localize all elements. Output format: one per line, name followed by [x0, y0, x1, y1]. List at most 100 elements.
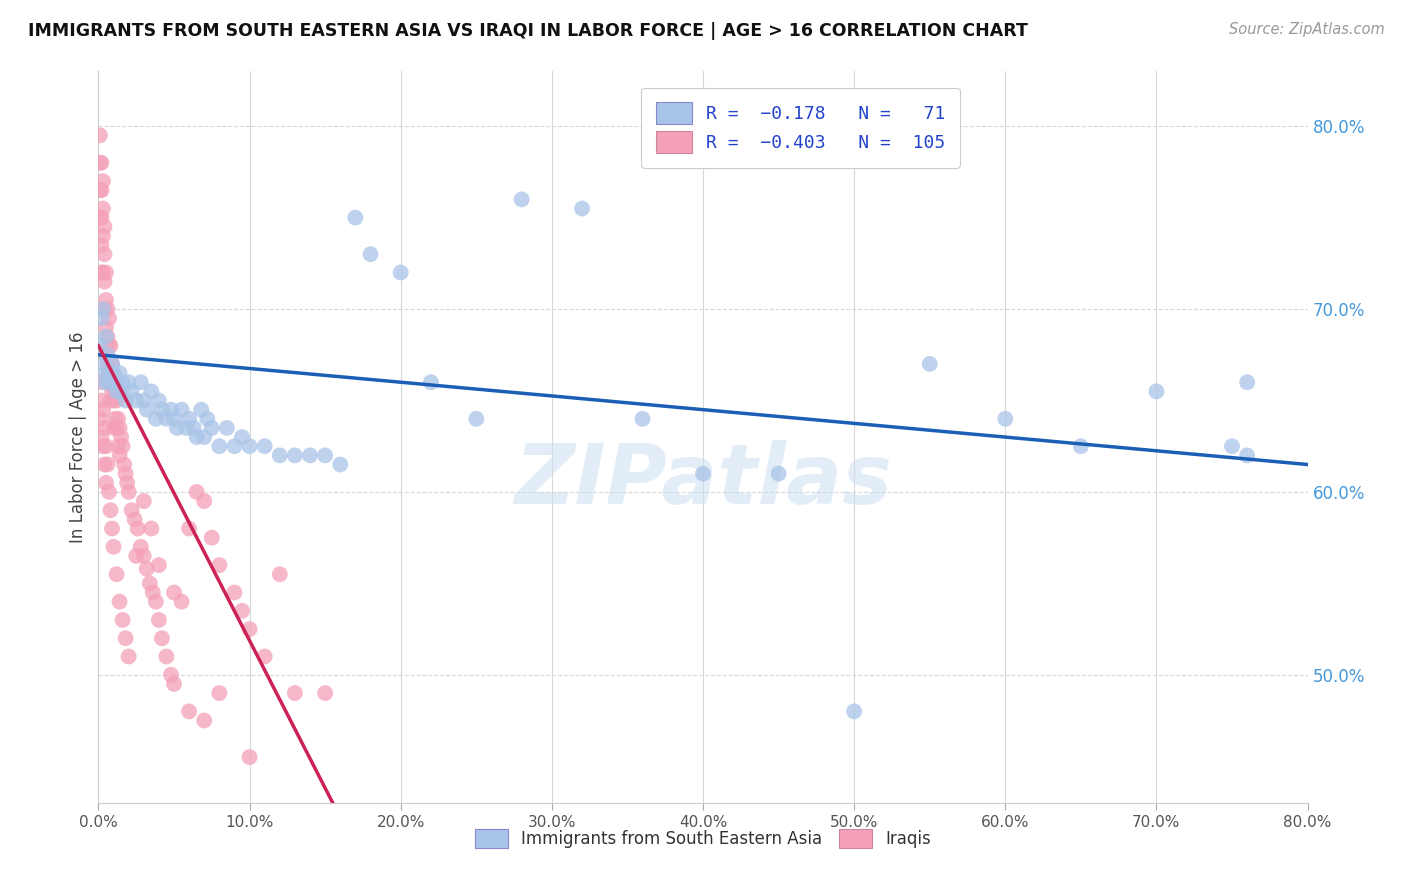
Point — [101, 522, 124, 536]
Point — [239, 439, 262, 453]
Point — [107, 412, 129, 426]
Point — [139, 576, 162, 591]
Point — [183, 421, 205, 435]
Point — [100, 366, 122, 380]
Point — [96, 458, 118, 472]
Point — [89, 183, 111, 197]
Point — [91, 439, 114, 453]
Text: ZIPatlas: ZIPatlas — [515, 441, 891, 522]
Point — [100, 338, 122, 352]
Point — [114, 467, 136, 481]
Point — [111, 439, 134, 453]
Legend: Immigrants from South Eastern Asia, Iraqis: Immigrants from South Eastern Asia, Iraq… — [467, 821, 939, 856]
Point — [239, 750, 262, 764]
Point — [145, 412, 167, 426]
Point — [224, 585, 246, 599]
Point — [90, 393, 112, 408]
Point — [89, 155, 111, 169]
Point — [105, 384, 128, 399]
Point — [105, 393, 128, 408]
Point — [93, 302, 115, 317]
Point — [150, 402, 173, 417]
Point — [994, 412, 1017, 426]
Point — [150, 632, 173, 646]
Point — [125, 549, 148, 563]
Text: Source: ZipAtlas.com: Source: ZipAtlas.com — [1229, 22, 1385, 37]
Point — [103, 366, 125, 380]
Point — [90, 183, 112, 197]
Point — [91, 357, 114, 371]
Point — [93, 458, 115, 472]
Point — [284, 449, 307, 463]
Point — [389, 266, 412, 280]
Point — [1236, 375, 1258, 389]
Point — [98, 311, 121, 326]
Point — [90, 155, 112, 169]
Point — [179, 412, 201, 426]
Point — [89, 338, 111, 352]
Point — [107, 375, 129, 389]
Point — [208, 439, 231, 453]
Point — [101, 384, 124, 399]
Point — [91, 402, 114, 417]
Point — [314, 449, 336, 463]
Point — [105, 421, 128, 435]
Point — [93, 275, 115, 289]
Point — [239, 622, 262, 636]
Point — [90, 238, 112, 252]
Point — [96, 329, 118, 343]
Point — [103, 393, 125, 408]
Point — [104, 375, 127, 389]
Point — [269, 567, 291, 582]
Point — [98, 485, 121, 500]
Point — [93, 247, 115, 261]
Point — [91, 174, 114, 188]
Point — [160, 402, 183, 417]
Point — [571, 202, 593, 216]
Point — [129, 375, 152, 389]
Point — [132, 549, 155, 563]
Point — [155, 412, 177, 426]
Point — [111, 375, 134, 389]
Point — [103, 540, 125, 554]
Point — [231, 430, 253, 444]
Point — [208, 686, 231, 700]
Point — [918, 357, 941, 371]
Point — [314, 686, 336, 700]
Point — [101, 357, 124, 371]
Point — [100, 393, 122, 408]
Point — [104, 412, 127, 426]
Point — [1236, 449, 1258, 463]
Point — [114, 632, 136, 646]
Point — [105, 567, 128, 582]
Point — [692, 467, 714, 481]
Point — [98, 338, 121, 352]
Point — [94, 348, 117, 362]
Point — [94, 293, 117, 307]
Point — [193, 430, 215, 444]
Point — [179, 705, 201, 719]
Point — [141, 522, 163, 536]
Point — [1070, 439, 1092, 453]
Point — [132, 494, 155, 508]
Point — [115, 475, 138, 490]
Point — [135, 402, 157, 417]
Point — [148, 558, 170, 573]
Point — [107, 439, 129, 453]
Point — [100, 503, 122, 517]
Point — [148, 613, 170, 627]
Point — [121, 503, 143, 517]
Point — [108, 421, 131, 435]
Point — [127, 522, 149, 536]
Point — [90, 211, 112, 225]
Point — [193, 494, 215, 508]
Point — [844, 705, 866, 719]
Point — [224, 439, 246, 453]
Point — [148, 393, 170, 408]
Point — [269, 449, 291, 463]
Point — [91, 266, 114, 280]
Point — [1220, 439, 1243, 453]
Point — [170, 594, 193, 608]
Point — [215, 421, 238, 435]
Point — [510, 192, 533, 206]
